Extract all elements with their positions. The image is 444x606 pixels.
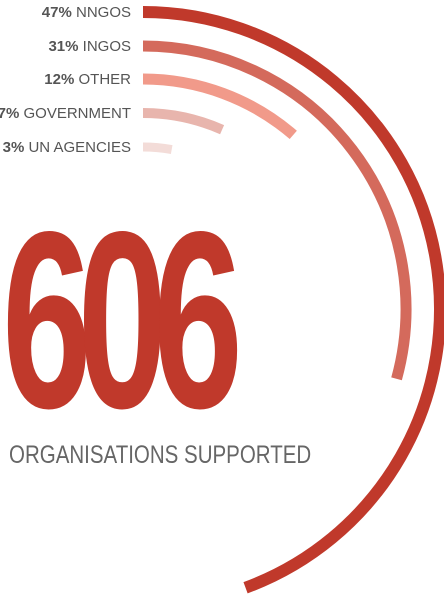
legend-category-nngos: NNGOS [72, 4, 131, 21]
legend-label-nngos: 47% NNGOS [42, 4, 131, 21]
legend-label-government: 7% GOVERNMENT [0, 105, 131, 122]
legend-category-un-agencies: UN AGENCIES [24, 139, 131, 156]
legend-label-ingos: 31% INGOS [48, 38, 131, 55]
arc-group [142, 6, 444, 594]
legend-value-nngos: 47% [42, 4, 72, 21]
headline-number: 606 [2, 180, 243, 461]
legend-category-other: OTHER [74, 71, 131, 88]
legend-value-other: 12% [44, 71, 74, 88]
bar-arc-un-agencies [142, 142, 173, 155]
legend-category-government: GOVERNMENT [19, 105, 131, 122]
legend-value-government: 7% [0, 105, 19, 122]
legend-label-other: 12% OTHER [44, 71, 131, 88]
bar-arc-ingos [142, 40, 412, 381]
legend-value-un-agencies: 3% [3, 139, 25, 156]
legend-label-un-agencies: 3% UN AGENCIES [3, 139, 131, 156]
legend-value-ingos: 31% [48, 38, 78, 55]
bar-arc-other [142, 73, 297, 140]
legend-category-ingos: INGOS [78, 38, 131, 55]
bar-arc-nngos [142, 6, 444, 594]
bar-arc-government [142, 108, 225, 135]
headline-caption: ORGANISATIONS SUPPORTED [9, 441, 312, 469]
